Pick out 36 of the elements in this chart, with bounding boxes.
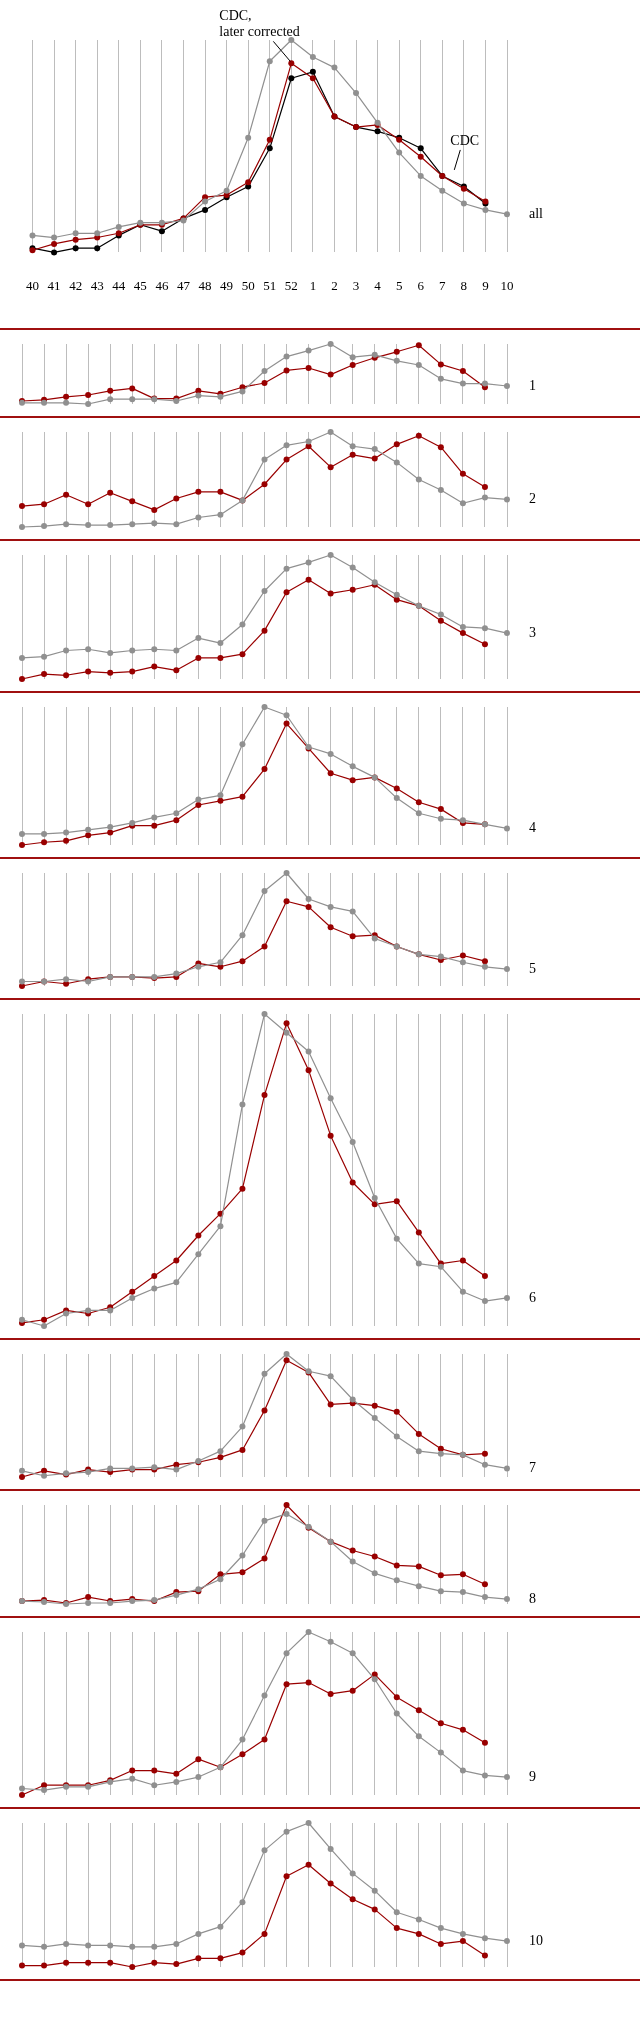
x-tick-label: 46 xyxy=(155,277,169,293)
text: 7 xyxy=(529,1459,536,1478)
text: all xyxy=(529,205,543,224)
text: 8 xyxy=(529,1590,536,1609)
text: 1 xyxy=(529,377,536,395)
x-tick-label: 45 xyxy=(133,277,147,293)
text: 2 xyxy=(529,490,536,509)
x-tick-label: 43 xyxy=(90,277,104,293)
x-tick-label: 3 xyxy=(352,277,360,293)
x-tick-label: 52 xyxy=(284,277,298,293)
x-tick-label: 10 xyxy=(500,277,514,293)
text: 4 xyxy=(529,819,536,838)
x-tick-label: 49 xyxy=(220,277,234,293)
text: 5 xyxy=(529,960,536,979)
text: 9 xyxy=(529,1768,536,1787)
x-tick-label: 5 xyxy=(395,277,403,293)
series-label: CDC xyxy=(450,132,480,148)
x-tick-label: 1 xyxy=(309,277,317,293)
x-tick-label: 50 xyxy=(241,277,255,293)
x-tick-label: 4 xyxy=(374,277,382,293)
x-tick-label: 41 xyxy=(47,277,61,293)
x-tick-label: 9 xyxy=(482,277,489,293)
x-tick-label: 8 xyxy=(460,277,468,293)
text: 6 xyxy=(529,1288,536,1307)
x-tick-label: 51 xyxy=(263,277,277,293)
x-tick-label: 2 xyxy=(331,277,338,293)
series-label: CDC,later corrected xyxy=(219,8,300,40)
x-tick-label: 44 xyxy=(112,277,126,293)
text: 10 xyxy=(529,1932,543,1951)
x-tick-label: 47 xyxy=(176,277,191,293)
x-tick-label: 6 xyxy=(417,277,425,293)
x-tick-label: 40 xyxy=(26,277,39,293)
x-tick-label: 7 xyxy=(439,277,447,293)
text: 3 xyxy=(529,624,536,643)
x-tick-label: 42 xyxy=(69,277,83,293)
x-tick-label: 48 xyxy=(198,277,212,293)
